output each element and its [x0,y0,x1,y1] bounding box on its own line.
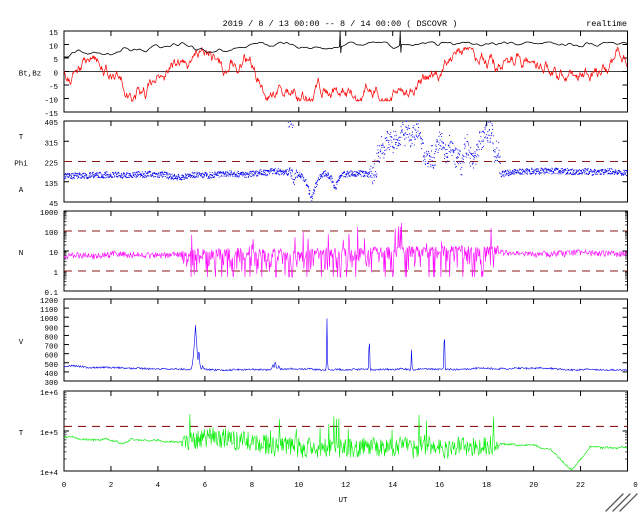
svg-text:0: 0 [53,71,58,79]
svg-text:12: 12 [341,482,350,490]
svg-text:900: 900 [44,325,58,333]
svg-text:20: 20 [529,482,539,490]
svg-text:800: 800 [44,334,58,342]
svg-text:135: 135 [44,181,58,189]
svg-text:-15: -15 [44,111,58,119]
svg-text:405: 405 [44,120,58,128]
svg-text:225: 225 [44,161,58,169]
svg-text:45: 45 [49,201,59,209]
svg-text:1000: 1000 [40,210,59,218]
svg-text:-10: -10 [44,98,58,106]
svg-text:Phi: Phi [14,161,28,169]
svg-text:1e+4: 1e+4 [40,470,59,478]
svg-text:600: 600 [44,353,58,361]
svg-text:N: N [19,250,24,258]
svg-text:5: 5 [53,57,58,65]
svg-text:1100: 1100 [40,307,59,315]
svg-text:10: 10 [49,44,59,52]
svg-text:6: 6 [203,482,208,490]
svg-text:0.1: 0.1 [44,290,58,298]
svg-text:Bt,Bz: Bt,Bz [19,71,42,79]
svg-text:0: 0 [633,482,638,490]
svg-text:V: V [19,339,24,347]
svg-text:1: 1 [53,270,58,278]
svg-text:T: T [19,430,24,438]
svg-text:1e+6: 1e+6 [40,390,59,398]
svg-text:8: 8 [250,482,255,490]
svg-text:realtime: realtime [586,19,627,29]
svg-text:700: 700 [44,344,58,352]
svg-text:500: 500 [44,362,58,370]
svg-text:0: 0 [62,482,67,490]
svg-text:10: 10 [49,250,59,258]
svg-text:300: 300 [44,380,58,388]
svg-text:100: 100 [44,230,58,238]
svg-text:18: 18 [482,482,491,490]
svg-text:2: 2 [109,482,114,490]
svg-text:22: 22 [576,482,585,490]
svg-text:15: 15 [49,30,59,38]
svg-text:1e+5: 1e+5 [40,430,59,438]
svg-text:16: 16 [435,482,445,490]
svg-text:1200: 1200 [40,298,59,306]
svg-text:315: 315 [44,140,58,148]
svg-text:1000: 1000 [40,316,59,324]
svg-text:2019 / 8 / 13 00:00 -- 8 / 14: 2019 / 8 / 13 00:00 -- 8 / 14 00:00 ( DS… [223,19,458,29]
svg-text:14: 14 [388,482,398,490]
svg-text:-5: -5 [49,84,59,92]
svg-text:10: 10 [294,482,304,490]
svg-text:T: T [19,134,24,142]
svg-text:A: A [19,187,24,195]
svg-text:4: 4 [156,482,161,490]
svg-text:400: 400 [44,371,58,379]
svg-text:UT: UT [338,497,348,505]
